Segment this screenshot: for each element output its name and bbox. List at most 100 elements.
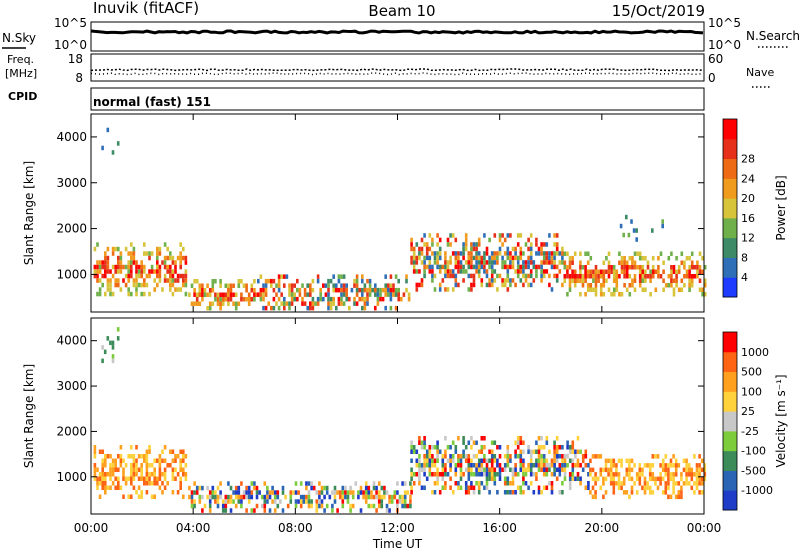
colorbar-tick-label: -25 <box>741 425 759 438</box>
data-cell <box>163 472 167 477</box>
data-cell <box>685 274 689 279</box>
data-cell <box>305 485 308 491</box>
data-cell <box>410 445 413 450</box>
data-cell <box>296 278 299 284</box>
data-cell <box>263 508 267 513</box>
data-cell <box>163 278 167 283</box>
data-cell <box>535 463 538 468</box>
data-cell <box>561 255 564 261</box>
data-cell <box>630 467 634 473</box>
data-cell <box>444 467 447 472</box>
data-cell <box>143 458 146 463</box>
data-cell <box>405 287 408 293</box>
data-cell <box>703 292 707 297</box>
data-cell <box>279 499 282 504</box>
data-cell <box>532 278 536 283</box>
data-cell <box>573 283 577 288</box>
data-cell <box>604 463 608 468</box>
data-cell <box>480 278 484 283</box>
data-cell <box>224 297 228 302</box>
data-cell <box>299 494 303 500</box>
data-cell <box>589 472 592 477</box>
data-cell <box>431 242 434 247</box>
data-cell <box>594 274 598 279</box>
data-cell <box>106 287 110 292</box>
data-cell <box>106 336 110 341</box>
data-cell <box>428 246 432 252</box>
data-cell <box>644 256 647 261</box>
data-cell <box>628 494 631 500</box>
data-cell <box>103 349 107 355</box>
data-cell <box>415 242 419 247</box>
data-cell <box>150 269 154 274</box>
data-cell <box>130 476 133 481</box>
data-cell <box>109 278 112 283</box>
data-cell <box>506 476 510 481</box>
data-cell <box>599 467 603 473</box>
data-cell <box>130 467 133 472</box>
data-cell <box>237 499 241 504</box>
data-cell <box>140 467 143 472</box>
data-cell <box>480 458 484 463</box>
data-cell <box>542 472 546 477</box>
data-cell <box>568 458 572 463</box>
data-cell <box>370 503 373 509</box>
data-cell <box>480 445 484 450</box>
data-cell <box>688 274 691 279</box>
data-cell <box>511 260 515 265</box>
data-cell <box>124 273 128 279</box>
data-cell <box>501 264 504 270</box>
data-cell <box>325 485 329 491</box>
data-cell <box>555 242 559 247</box>
data-cell <box>498 246 502 252</box>
data-cell <box>579 463 582 468</box>
data-cell <box>441 463 445 468</box>
data-cell <box>597 269 600 274</box>
data-cell <box>522 481 525 486</box>
data-cell <box>648 485 652 491</box>
data-cell <box>506 278 510 283</box>
data-cell <box>522 490 525 495</box>
data-cell <box>591 454 595 459</box>
data-cell <box>403 499 407 504</box>
data-cell <box>467 490 471 495</box>
data-cell <box>127 273 130 279</box>
data-cell <box>690 467 694 473</box>
data-cell <box>309 283 312 288</box>
data-cell <box>229 292 233 297</box>
data-cell <box>563 458 567 463</box>
data-cell <box>143 264 146 270</box>
data-cell <box>677 287 681 292</box>
data-cell <box>396 490 399 495</box>
data-cell <box>516 264 520 270</box>
data-cell <box>635 237 638 242</box>
data-cell <box>145 490 149 495</box>
data-cell <box>117 269 120 274</box>
data-cell <box>328 494 332 500</box>
data-cell <box>509 467 512 472</box>
data-cell <box>667 476 670 482</box>
data-cell <box>483 264 486 270</box>
data-cell <box>457 251 460 256</box>
data-cell <box>418 472 421 477</box>
data-cell <box>153 278 156 283</box>
data-cell <box>174 269 177 274</box>
data-cell <box>612 278 616 283</box>
colorbar-tick-label: 500 <box>741 366 762 379</box>
data-cell <box>163 242 167 247</box>
data-cell <box>688 256 691 261</box>
data-cell <box>158 454 162 459</box>
data-cell <box>153 467 156 472</box>
data-cell <box>462 264 465 270</box>
data-cell <box>203 292 207 297</box>
data-cell <box>119 463 123 468</box>
data-cell <box>208 508 212 513</box>
data-cell <box>509 481 512 486</box>
data-cell <box>171 476 175 481</box>
data-cell <box>537 467 541 472</box>
data-cell <box>527 237 530 243</box>
data-cell <box>628 476 631 482</box>
data-cell <box>623 274 626 279</box>
data-cell <box>459 476 463 481</box>
data-cell <box>475 463 478 468</box>
